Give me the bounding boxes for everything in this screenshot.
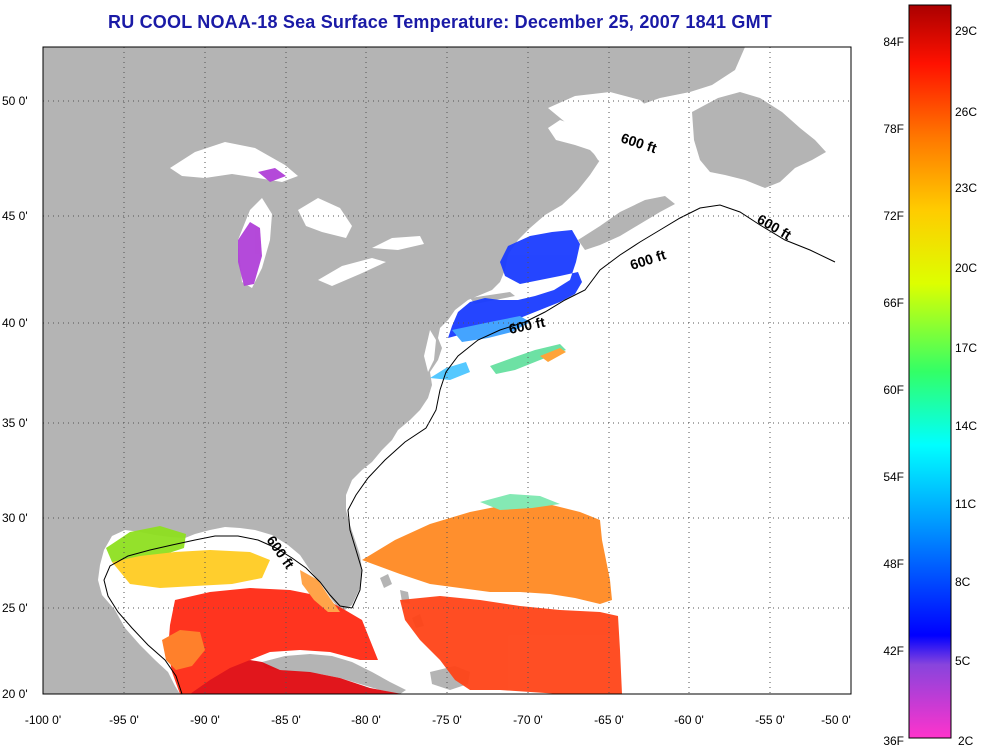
colorbar-c-label: 2C: [958, 734, 974, 748]
land-nova-scotia: [578, 196, 675, 250]
frame-ticks: [42, 46, 852, 695]
sst-nw-gulf-warm: [112, 550, 270, 588]
lon-label: -75 0': [432, 713, 462, 727]
sst-lake-michigan: [238, 222, 262, 286]
lat-label: 20 0': [2, 687, 28, 701]
lat-labels: 50 0' 45 0' 40 0' 35 0' 30 0' 25 0' 20 0…: [2, 94, 28, 701]
st-lawrence-gulf: [548, 92, 672, 172]
lon-label: -90 0': [190, 713, 220, 727]
colorbar-f-labels: 84F 78F 72F 66F 60F 54F 48F 42F 36F: [883, 35, 904, 748]
colorbar-c-label: 29C: [955, 24, 977, 38]
land-north-america: [43, 47, 745, 694]
map-title: RU COOL NOAA-18 Sea Surface Temperature:…: [108, 12, 772, 32]
chesapeake-bay: [424, 330, 436, 372]
contour-label-4: 600 ft: [507, 314, 546, 337]
sst-nw-gulf-shelf: [106, 526, 186, 562]
water-layer: [170, 92, 672, 372]
lon-label: -95 0': [109, 713, 139, 727]
lon-label: -50 0': [821, 713, 851, 727]
sst-gulf-stream-streak: [490, 344, 566, 374]
colorbar-f-label: 60F: [883, 383, 904, 397]
land-cuba: [262, 654, 406, 694]
lake-huron: [298, 198, 352, 238]
lon-label: -70 0': [513, 713, 543, 727]
lon-label: -100 0': [25, 713, 61, 727]
sst-gulf-stream-warm: [540, 348, 566, 362]
colorbar-f-label: 36F: [883, 734, 904, 748]
colorbar-f-label: 54F: [883, 470, 904, 484]
lake-erie: [318, 258, 386, 286]
colorbar-f-label: 48F: [883, 557, 904, 571]
sst-florida-shelf: [300, 570, 340, 612]
lat-label: 40 0': [2, 316, 28, 330]
lon-label: -65 0': [594, 713, 624, 727]
colorbar-f-label: 42F: [883, 644, 904, 658]
land-newfoundland: [692, 92, 826, 188]
sst-lake-superior: [258, 168, 286, 182]
sst-shelf-cyan: [452, 316, 530, 342]
colorbar-c-label: 5C: [955, 654, 971, 668]
colorbar-c-labels: 29C 26C 23C 20C 17C 14C 11C 8C 5C 2C: [955, 24, 977, 748]
colorbar-c-label: 26C: [955, 105, 977, 119]
colorbar-gradient: [908, 4, 952, 739]
colorbar-f-label: 72F: [883, 209, 904, 223]
sst-se-atlantic-orange: [362, 504, 612, 604]
lat-label: 50 0': [2, 94, 28, 108]
sst-map: 600 ft 600 ft 600 ft 600 ft 600 ft 50 0'…: [2, 46, 852, 727]
colorbar-f-label: 84F: [883, 35, 904, 49]
contour-600ft: [103, 204, 836, 695]
colorbar-c-label: 14C: [955, 419, 977, 433]
colorbar-c-label: 23C: [955, 181, 977, 195]
sst-atlantic-cyan-fringe: [480, 494, 560, 510]
lake-ontario: [372, 236, 424, 250]
lon-label: -85 0': [271, 713, 301, 727]
lon-label: -55 0': [755, 713, 785, 727]
colorbar-c-label: 8C: [955, 575, 971, 589]
lon-labels: -100 0' -95 0' -90 0' -85 0' -80 0' -75 …: [25, 713, 851, 727]
colorbar-c-label: 20C: [955, 261, 977, 275]
colorbar-f-label: 66F: [883, 296, 904, 310]
sst-caribbean-deep-red: [190, 660, 402, 694]
sst-gulf-of-mexico-red: [168, 588, 378, 694]
lon-label: -80 0': [351, 713, 381, 727]
sst-sw-atlantic-red: [400, 596, 622, 694]
lat-label: 30 0': [2, 511, 28, 525]
sst-gulf-of-maine: [448, 230, 582, 338]
sst-mid-atlantic-cyan: [430, 362, 470, 380]
sst-yucatan-orange: [162, 630, 205, 670]
colorbar-f-label: 78F: [883, 122, 904, 136]
lat-label: 45 0': [2, 209, 28, 223]
lat-label: 35 0': [2, 416, 28, 430]
colorbar-c-label: 17C: [955, 341, 977, 355]
lat-label: 25 0': [2, 601, 28, 615]
colorbar-c-label: 11C: [955, 497, 976, 511]
lon-label: -60 0': [674, 713, 704, 727]
sst-layer: [106, 168, 622, 694]
